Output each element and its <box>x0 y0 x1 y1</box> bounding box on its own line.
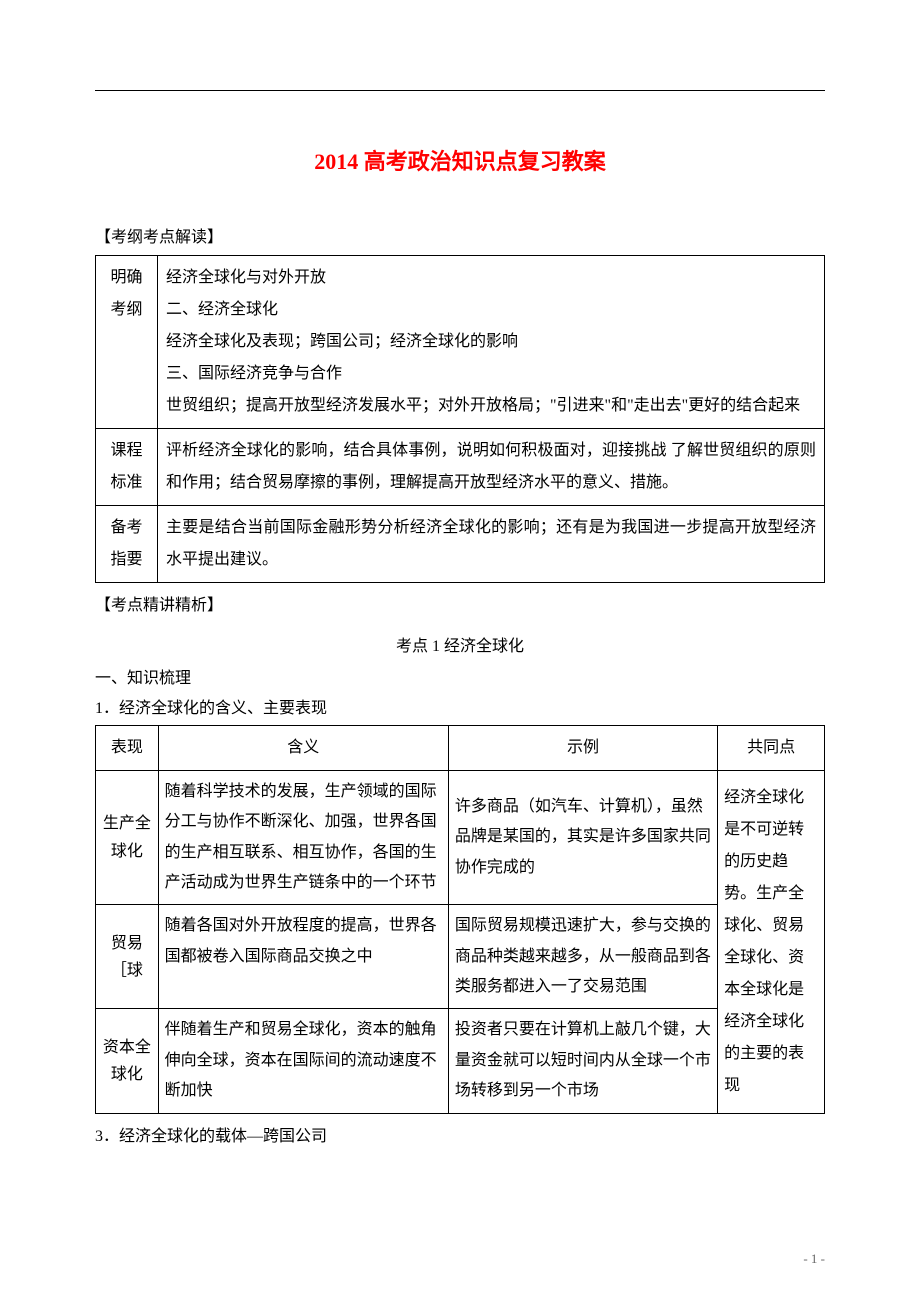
syllabus-cell-label: 备考指要 <box>96 506 158 583</box>
table-header: 表现 <box>96 725 159 770</box>
glob-cell: 生产全球化 <box>96 770 159 905</box>
subheading-3: 3．经济全球化的载体—跨国公司 <box>95 1122 825 1152</box>
glob-cell: 伴随着生产和贸易全球化，资本的触角伸向全球，资本在国际间的流动速度不断加快 <box>158 1009 448 1113</box>
table-row: 课程标准 评析经济全球化的影响，结合具体事例，说明如何积极面对，迎接挑战 了解世… <box>96 429 825 506</box>
glob-cell: 许多商品（如汽车、计算机），虽然品牌是某国的，其实是许多国家共同协作完成的 <box>448 770 717 905</box>
keypoint-heading: 考点 1 经济全球化 <box>95 632 825 662</box>
table-row: 明确考纲 经济全球化与对外开放 二、经济全球化 经济全球化及表现；跨国公司；经济… <box>96 256 825 429</box>
top-rule <box>95 90 825 91</box>
table-row: 贸易［球 随着各国对外开放程度的提高，世界各国都被卷入国际商品交换之中 国际贸易… <box>96 905 825 1009</box>
glob-cell: 随着各国对外开放程度的提高，世界各国都被卷入国际商品交换之中 <box>158 905 448 1009</box>
page-title: 2014 高考政治知识点复习教案 <box>95 141 825 183</box>
section-syllabus-label: 【考纲考点解读】 <box>95 223 825 253</box>
glob-cell: 投资者只要在计算机上敲几个键，大量资金就可以短时间内从全球一个市场转移到另一个市… <box>448 1009 717 1113</box>
subheading-1: 一、知识梳理 <box>95 664 825 694</box>
globalization-table: 表现 含义 示例 共同点 生产全球化 随着科学技术的发展，生产领域的国际分工与协… <box>95 725 825 1114</box>
section-keypoint-label: 【考点精讲精析】 <box>95 591 825 621</box>
syllabus-table: 明确考纲 经济全球化与对外开放 二、经济全球化 经济全球化及表现；跨国公司；经济… <box>95 255 825 583</box>
syllabus-cell-content: 评析经济全球化的影响，结合具体事例，说明如何积极面对，迎接挑战 了解世贸组织的原… <box>158 429 825 506</box>
table-header: 示例 <box>448 725 717 770</box>
syllabus-cell-content: 经济全球化与对外开放 二、经济全球化 经济全球化及表现；跨国公司；经济全球化的影… <box>158 256 825 429</box>
table-row: 备考指要 主要是结合当前国际金融形势分析经济全球化的影响；还有是为我国进一步提高… <box>96 506 825 583</box>
table-header: 共同点 <box>718 725 825 770</box>
table-row: 生产全球化 随着科学技术的发展，生产领域的国际分工与协作不断深化、加强，世界各国… <box>96 770 825 905</box>
glob-common-cell: 经济全球化是不可逆转的历史趋势。生产全球化、贸易全球化、资本全球化是经济全球化的… <box>718 770 825 1113</box>
table-row: 资本全球化 伴随着生产和贸易全球化，资本的触角伸向全球，资本在国际间的流动速度不… <box>96 1009 825 1113</box>
page-number: - 1 - <box>803 1247 825 1272</box>
syllabus-cell-label: 课程标准 <box>96 429 158 506</box>
glob-cell: 资本全球化 <box>96 1009 159 1113</box>
glob-cell: 国际贸易规模迅速扩大，参与交换的商品种类越来越多，从一般商品到各类服务都进入一了… <box>448 905 717 1009</box>
syllabus-cell-label: 明确考纲 <box>96 256 158 429</box>
glob-cell: 随着科学技术的发展，生产领域的国际分工与协作不断深化、加强，世界各国的生产相互联… <box>158 770 448 905</box>
syllabus-cell-content: 主要是结合当前国际金融形势分析经济全球化的影响；还有是为我国进一步提高开放型经济… <box>158 506 825 583</box>
table-header: 含义 <box>158 725 448 770</box>
table-header-row: 表现 含义 示例 共同点 <box>96 725 825 770</box>
subheading-2: 1．经济全球化的含义、主要表现 <box>95 694 825 724</box>
glob-cell: 贸易［球 <box>96 905 159 1009</box>
